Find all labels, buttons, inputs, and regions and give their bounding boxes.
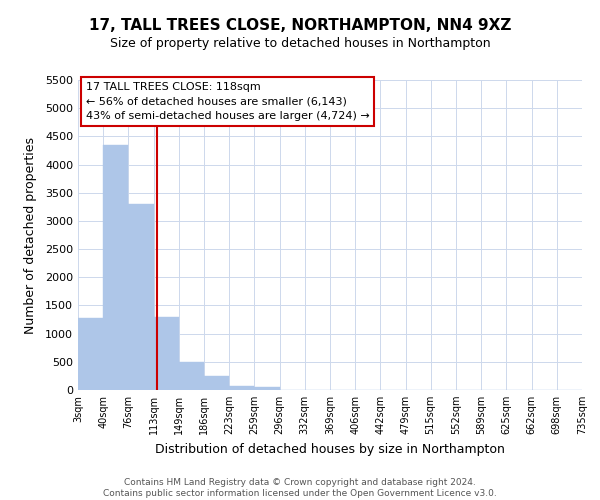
Bar (103, 145, 128, 390)
Bar (154, 318, 179, 390)
Bar (179, 362, 204, 390)
Text: Contains HM Land Registry data © Crown copyright and database right 2024.
Contai: Contains HM Land Registry data © Crown c… (103, 478, 497, 498)
X-axis label: Distribution of detached houses by size in Northampton: Distribution of detached houses by size … (155, 442, 505, 456)
Bar (204, 376, 229, 390)
Text: Size of property relative to detached houses in Northampton: Size of property relative to detached ho… (110, 38, 490, 51)
Bar (254, 388, 280, 390)
Y-axis label: Number of detached properties: Number of detached properties (23, 136, 37, 334)
Bar (78, 318, 103, 390)
Text: 17 TALL TREES CLOSE: 118sqm
← 56% of detached houses are smaller (6,143)
43% of : 17 TALL TREES CLOSE: 118sqm ← 56% of det… (86, 82, 370, 121)
Text: 17, TALL TREES CLOSE, NORTHAMPTON, NN4 9XZ: 17, TALL TREES CLOSE, NORTHAMPTON, NN4 9… (89, 18, 511, 32)
Bar (128, 204, 154, 390)
Bar (229, 386, 254, 390)
